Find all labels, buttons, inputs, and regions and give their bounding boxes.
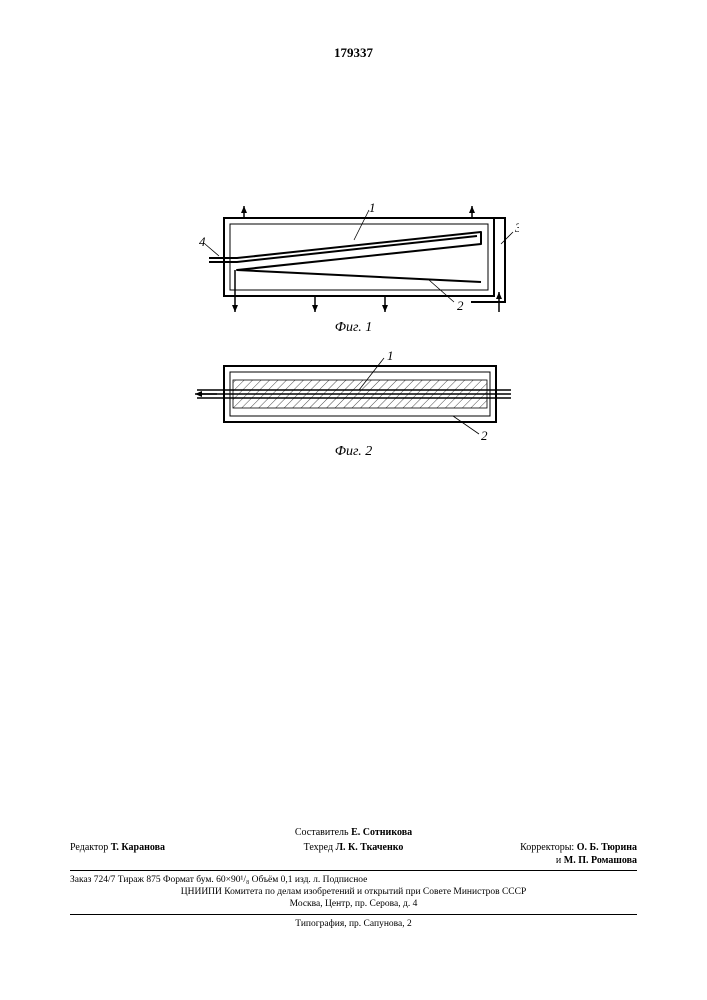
tech-label: Техред [304,842,333,853]
figures-container: 1234 Фиг. 1 12 Фиг. 2 [0,200,707,460]
editor-label: Редактор [70,842,108,853]
compiler-label: Составитель [295,827,349,838]
figure-1-caption: Фиг. 1 [0,320,707,336]
footer-rule-1 [70,870,637,871]
footer-block: Составитель Е. Сотникова Редактор Т. Кар… [70,826,637,930]
svg-text:2: 2 [457,298,464,313]
credits-row: Редактор Т. Каранова Техред Л. К. Ткачен… [70,841,637,867]
typography-line: Типография, пр. Сапунова, 2 [70,918,637,930]
imprint-line-1: Заказ 724/7 Тираж 875 Формат бум. 60×90¹… [70,874,637,886]
svg-text:3: 3 [514,220,519,235]
svg-text:2: 2 [481,428,488,442]
imprint-line-3: Москва, Центр, пр. Серова, д. 4 [70,898,637,910]
figure-2-diagram: 12 [189,350,519,442]
compiler-line: Составитель Е. Сотникова [70,826,637,839]
page-number: 179337 [334,45,373,61]
compiler-name: Е. Сотникова [351,827,412,838]
svg-text:1: 1 [387,350,394,363]
proof-and: и [556,855,561,866]
svg-text:4: 4 [199,234,206,249]
proof-label: Корректоры: [520,842,574,853]
footer-rule-2 [70,914,637,915]
svg-text:1: 1 [369,200,376,215]
imprint-line-2: ЦНИИПИ Комитета по делам изобретений и о… [70,886,637,898]
tech-name: Л. К. Ткаченко [336,842,404,853]
proof-name-2: М. П. Ромашова [564,855,637,866]
proof-name-1: О. Б. Тюрина [577,842,637,853]
figure-1-diagram: 1 2 3 4 [189,200,519,318]
figure-2-caption: Фиг. 2 [0,444,707,460]
editor-name: Т. Каранова [111,842,165,853]
